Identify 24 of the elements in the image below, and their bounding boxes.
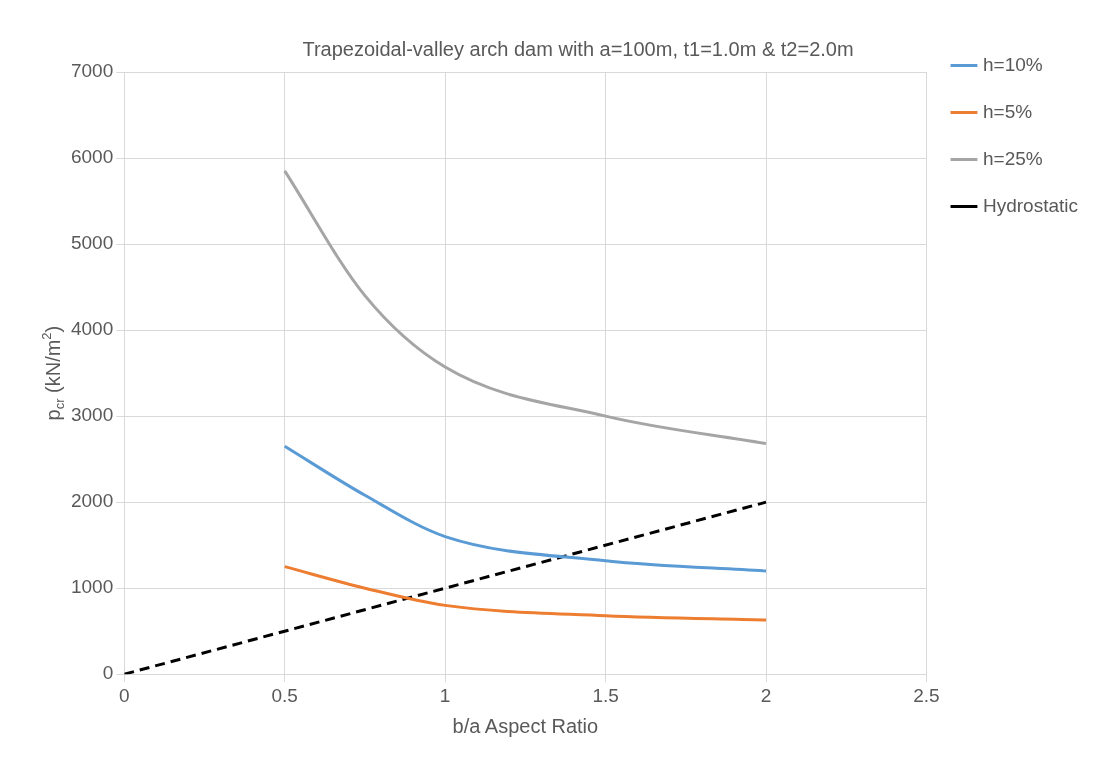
line-series bbox=[283, 565, 768, 622]
x-tick-label: 2 bbox=[760, 684, 772, 706]
y-axis-title: pcr (kN/m2) bbox=[38, 325, 67, 421]
y-tick-label: 3000 bbox=[70, 404, 114, 426]
line-series bbox=[283, 169, 768, 446]
legend-label: h=5% bbox=[982, 100, 1033, 122]
x-tick-label: 2.5 bbox=[913, 684, 940, 706]
y-tick-label: 5000 bbox=[70, 232, 114, 254]
y-tick-label: 0 bbox=[102, 662, 114, 684]
legend-label: h=10% bbox=[982, 53, 1043, 75]
x-tick-label: 0.5 bbox=[271, 684, 298, 706]
y-tick-label: 4000 bbox=[70, 318, 114, 340]
y-tick-label: 6000 bbox=[70, 146, 114, 168]
line-series bbox=[283, 444, 768, 573]
x-tick-label: 1 bbox=[439, 684, 451, 706]
y-tick-label: 2000 bbox=[70, 490, 114, 512]
legend-label: h=25% bbox=[982, 147, 1043, 169]
x-tick-label: 0 bbox=[118, 684, 130, 706]
y-tick-label: 1000 bbox=[70, 576, 114, 598]
x-tick-label: 1.5 bbox=[592, 684, 619, 706]
legend-label: Hydrostatic bbox=[982, 194, 1078, 216]
x-axis-title: b/a Aspect Ratio bbox=[452, 714, 599, 737]
chart-title: Trapezoidal-valley arch dam with a=100m, t1=1.0m & t2=2.0m bbox=[302, 37, 854, 60]
y-tick-label: 7000 bbox=[70, 60, 114, 82]
